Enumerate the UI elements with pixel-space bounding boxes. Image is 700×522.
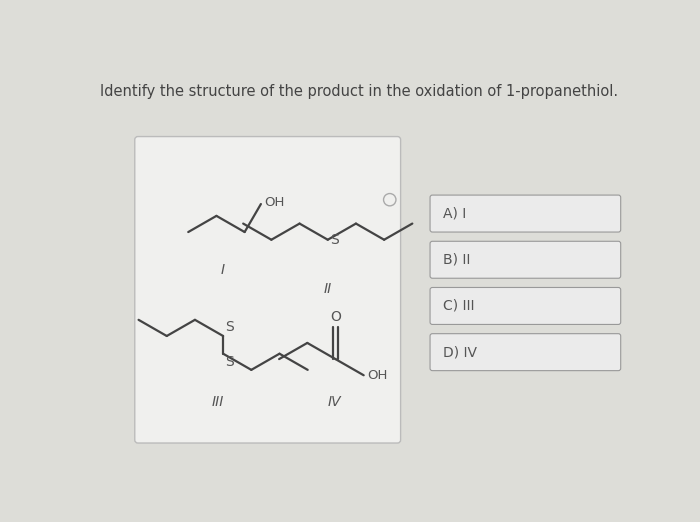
- Text: S: S: [225, 355, 234, 369]
- FancyBboxPatch shape: [430, 195, 621, 232]
- Text: IV: IV: [327, 395, 341, 409]
- Text: O: O: [330, 310, 341, 324]
- Text: C) III: C) III: [443, 299, 475, 313]
- FancyBboxPatch shape: [430, 288, 621, 325]
- Text: III: III: [211, 395, 224, 409]
- Text: S: S: [330, 233, 339, 247]
- Text: II: II: [323, 282, 332, 296]
- Text: OH: OH: [264, 196, 284, 209]
- Text: A) I: A) I: [443, 207, 466, 221]
- Text: B) II: B) II: [443, 253, 470, 267]
- FancyBboxPatch shape: [430, 241, 621, 278]
- Text: I: I: [221, 263, 225, 277]
- FancyBboxPatch shape: [135, 137, 400, 443]
- Text: D) IV: D) IV: [443, 345, 477, 359]
- FancyBboxPatch shape: [430, 334, 621, 371]
- Text: Identify the structure of the product in the oxidation of 1-propanethiol.: Identify the structure of the product in…: [99, 84, 618, 99]
- Text: S: S: [225, 321, 234, 335]
- Text: OH: OH: [367, 369, 387, 382]
